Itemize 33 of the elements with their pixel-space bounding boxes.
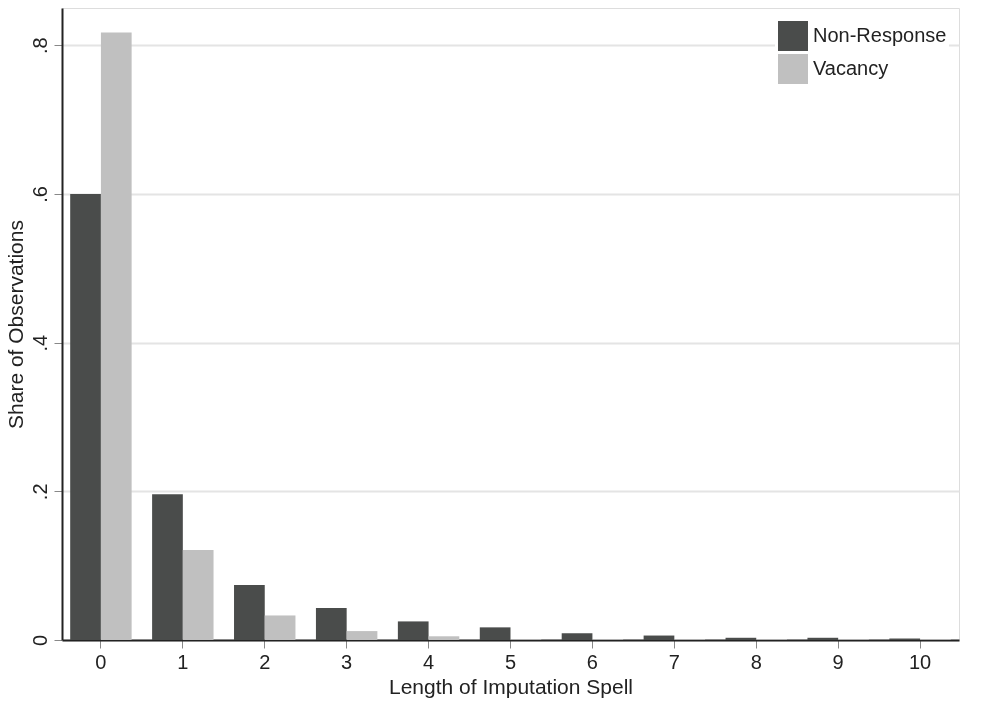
- bar: [397, 621, 429, 640]
- y-tick-label: .4: [28, 334, 51, 352]
- x-tick-label: 9: [832, 650, 844, 673]
- bar: [152, 494, 183, 640]
- x-tick-label: 1: [177, 650, 189, 673]
- x-tick-label: 0: [95, 650, 107, 673]
- y-tick-label: .2: [28, 483, 51, 501]
- x-tick-label: 8: [750, 650, 762, 673]
- legend-label: Non-Response: [813, 24, 947, 46]
- bar: [315, 608, 347, 640]
- x-tick-label: 4: [423, 650, 435, 673]
- bar: [807, 637, 839, 640]
- bar: [264, 615, 296, 640]
- bar: [182, 550, 214, 640]
- bar: [561, 633, 593, 640]
- bar: [234, 584, 265, 640]
- bar: [70, 193, 101, 640]
- legend-label: Vacancy: [813, 57, 889, 79]
- x-tick-label: 5: [504, 650, 517, 673]
- bar: [100, 32, 132, 640]
- y-axis-title: Share of Observations: [3, 220, 27, 429]
- x-tick-label: 10: [908, 650, 932, 673]
- x-tick-label: 7: [668, 650, 680, 673]
- y-tick-label: .8: [28, 37, 51, 55]
- y-tick-label: .6: [28, 186, 51, 203]
- bar: [479, 627, 511, 640]
- bar: [428, 636, 460, 640]
- x-tick-label: 6: [586, 650, 598, 673]
- bar: [346, 631, 378, 640]
- x-axis-title: Length of Imputation Spell: [388, 674, 634, 698]
- x-tick-label: 3: [341, 650, 353, 673]
- y-tick-label: 0: [28, 634, 51, 647]
- x-tick-label: 2: [259, 650, 271, 673]
